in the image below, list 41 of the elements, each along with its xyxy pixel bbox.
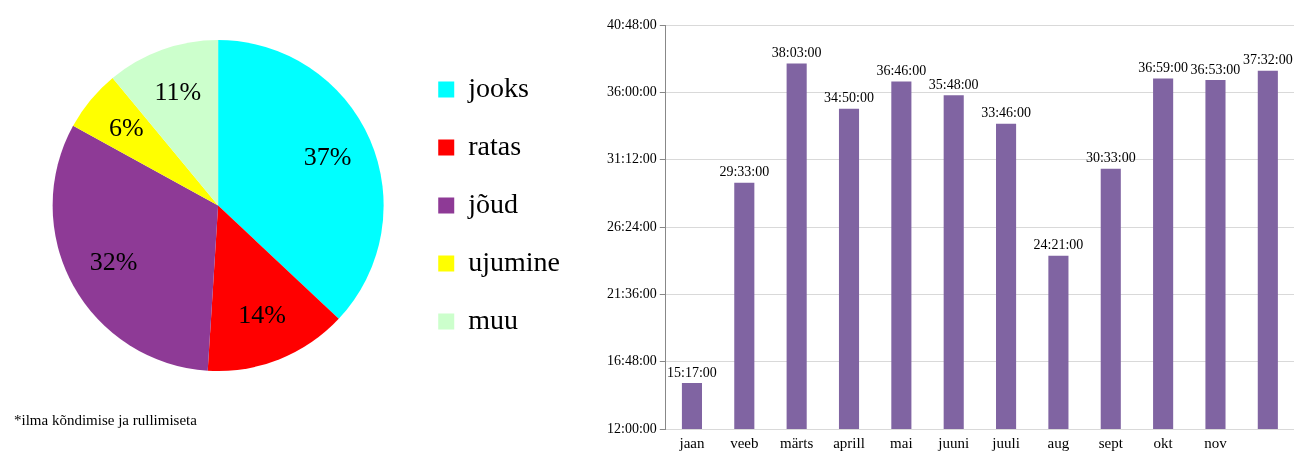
data-label: 6% <box>108 113 144 143</box>
x-tick-label: juuli <box>991 434 1020 451</box>
legend-label: jõud <box>467 187 519 219</box>
data-label: 36:59:00 <box>1138 60 1189 76</box>
data-label: 32% <box>89 246 138 276</box>
y-tick-label: 12:00:00 <box>607 420 657 436</box>
data-label: 36:53:00 <box>1190 61 1241 77</box>
x-tick-label: aug <box>1047 434 1070 451</box>
text: *ilma kõndimise ja rullimiseta <box>14 412 197 429</box>
data-label: 34:50:00 <box>824 90 874 106</box>
data-label: 38:03:00 <box>771 45 822 61</box>
x-tick-label: aprill <box>833 434 865 451</box>
data-label: 37:32:00 <box>1242 52 1293 68</box>
data-label: 35:48:00 <box>928 76 979 92</box>
x-tick-label: nov <box>1204 434 1228 451</box>
legend-label: ratas <box>468 129 522 161</box>
legend-label: muu <box>468 303 519 335</box>
data-label: 33:46:00 <box>981 105 1031 121</box>
y-tick-label: 40:48:00 <box>607 16 657 32</box>
y-tick-label: 21:36:00 <box>607 286 657 302</box>
x-tick-label: sept <box>1098 434 1124 451</box>
data-label: 14% <box>238 300 286 330</box>
data-label: 11% <box>154 77 202 107</box>
legend-label: ujumine <box>468 245 560 277</box>
x-tick-label: okt <box>1153 434 1174 451</box>
data-label: 24:21:00 <box>1033 237 1084 253</box>
y-tick-label: 31:12:00 <box>607 151 657 167</box>
x-tick-label: jaan <box>678 434 705 451</box>
x-tick-label: märts <box>779 434 814 451</box>
y-tick-label: 16:48:00 <box>607 353 657 369</box>
data-label: 30:33:00 <box>1085 150 1136 166</box>
data-label: 29:33:00 <box>719 164 770 180</box>
y-tick-label: 36:00:00 <box>607 84 657 100</box>
data-label: 37% <box>303 142 352 171</box>
x-tick-label: juuni <box>937 434 970 451</box>
legend-label: jooks <box>467 71 529 103</box>
y-tick-label: 26:24:00 <box>607 218 657 234</box>
x-tick-label: mai <box>890 434 913 451</box>
data-label: 15:17:00 <box>667 364 717 380</box>
x-tick-label: veeb <box>730 434 759 451</box>
data-label: 36:46:00 <box>876 63 927 79</box>
